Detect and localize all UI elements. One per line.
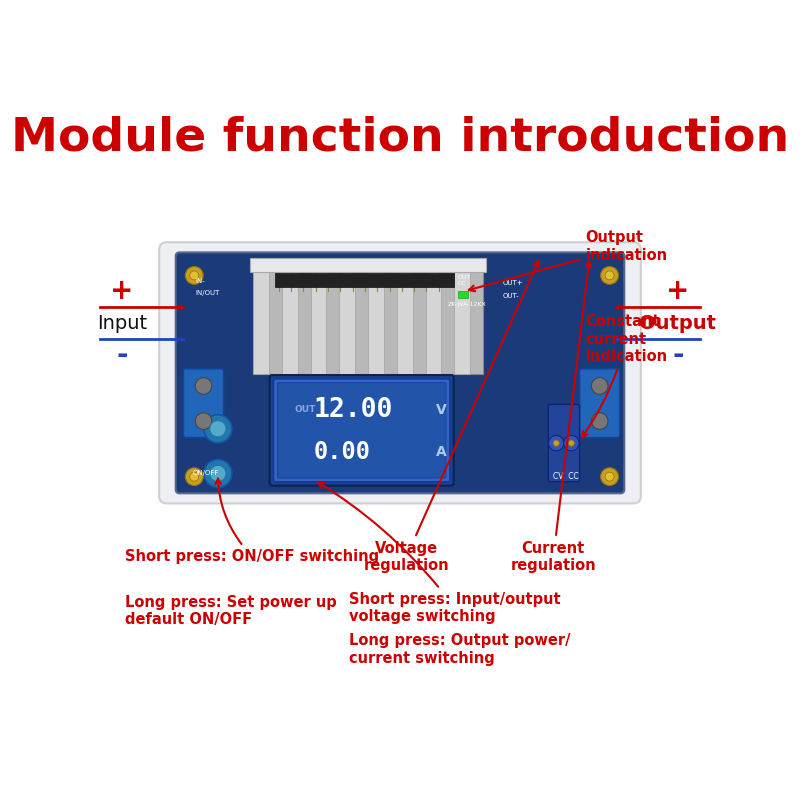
Circle shape [186,468,203,486]
Circle shape [190,472,198,481]
Text: CV  CC: CV CC [554,472,579,481]
Text: A: A [437,445,447,459]
Text: IN-: IN- [195,278,206,283]
Text: Output
indication: Output indication [469,230,667,291]
Bar [253,266,483,374]
Text: ZK-JVA-12KX: ZK-JVA-12KX [448,302,486,306]
Text: Short press: Input/output
voltage switching: Short press: Input/output voltage switch… [318,482,561,624]
Circle shape [190,271,198,280]
FancyBboxPatch shape [278,382,446,478]
Text: -: - [116,342,128,370]
Circle shape [591,413,608,430]
Text: Constant
current
indication: Constant current indication [582,314,667,438]
Bar [282,266,298,374]
Text: OUT: OUT [294,405,316,414]
Text: V: V [437,402,447,417]
FancyBboxPatch shape [183,369,224,438]
Circle shape [204,459,232,487]
Text: -: - [672,342,684,370]
Circle shape [195,378,212,394]
Text: OUT
CC: OUT CC [458,275,471,286]
Text: +: + [666,278,690,306]
Text: Long press: Output power/
current switching: Long press: Output power/ current switch… [349,634,570,666]
Text: Input: Input [97,314,147,333]
Circle shape [195,413,212,430]
FancyBboxPatch shape [274,379,450,482]
Text: Output: Output [639,314,717,333]
Text: Short press: ON/OFF switching: Short press: ON/OFF switching [126,478,379,564]
Text: IN/OUT: IN/OUT [195,290,220,296]
Text: Voltage
regulation: Voltage regulation [363,261,538,573]
Circle shape [210,421,226,437]
Circle shape [549,435,564,451]
Circle shape [601,468,618,486]
Circle shape [564,435,579,451]
FancyBboxPatch shape [270,375,454,486]
Circle shape [186,266,203,284]
Text: Module function introduction: Module function introduction [11,115,789,161]
Text: OUT-: OUT- [502,293,519,299]
FancyBboxPatch shape [176,252,624,494]
Text: 12.00: 12.00 [314,397,393,422]
Bar [426,266,442,374]
Circle shape [601,266,618,284]
Bar [339,266,355,374]
Bar [454,266,470,374]
Text: ON/OFF: ON/OFF [192,470,218,477]
Circle shape [605,271,614,280]
Bar [250,258,486,272]
Bar [458,291,468,298]
Bar [310,266,326,374]
Bar [368,266,384,374]
Circle shape [210,466,226,482]
Circle shape [553,440,559,446]
Text: +: + [110,278,134,306]
FancyBboxPatch shape [159,242,641,503]
Bar [397,266,413,374]
FancyBboxPatch shape [548,405,579,482]
FancyBboxPatch shape [579,369,620,438]
Text: Long press: Set power up
default ON/OFF: Long press: Set power up default ON/OFF [126,595,337,627]
Text: 0.00: 0.00 [314,440,370,464]
Text: OUT+: OUT+ [502,280,523,286]
Circle shape [568,440,574,446]
Circle shape [605,472,614,481]
Bar [253,266,269,374]
Circle shape [204,414,232,443]
Circle shape [591,378,608,394]
Bar [275,273,454,287]
Text: Current
regulation: Current regulation [510,262,596,573]
